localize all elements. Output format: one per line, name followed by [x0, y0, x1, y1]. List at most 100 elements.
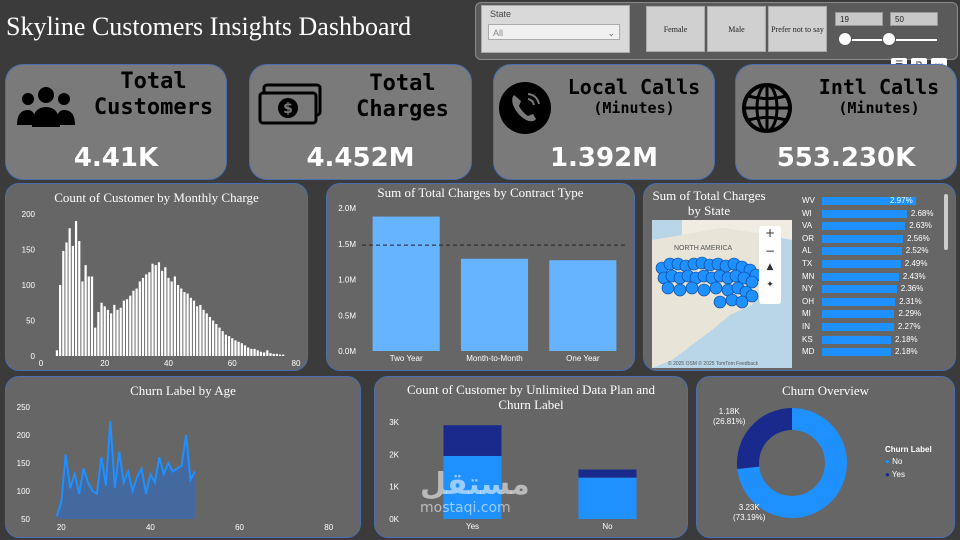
- chart-monthly-charge-card[interactable]: Count of Customer by Monthly Charge 0 50 1…: [5, 183, 308, 371]
- state-bar-row[interactable]: TX 2.49%: [802, 259, 942, 269]
- y-tick-label: 100: [17, 487, 31, 496]
- state-bar-row[interactable]: MI 2.29%: [802, 309, 942, 319]
- x-tick-label: Month-to-Month: [466, 354, 522, 363]
- histogram-bar: [129, 295, 132, 356]
- legend-dot-icon: ●: [885, 470, 890, 479]
- gender-prefer-not-button[interactable]: Prefer not to say: [768, 6, 827, 52]
- histogram-bar: [62, 250, 65, 356]
- histogram-bar: [176, 285, 180, 356]
- chart-unlimited-plan-card[interactable]: Count of Customer by Unlimited Data Plan…: [374, 376, 688, 538]
- churn-donut-chart: [737, 408, 847, 518]
- y-tick-label: 200: [17, 431, 31, 440]
- histogram-bar: [103, 306, 106, 356]
- watermark-arabic: مستقل: [420, 467, 530, 502]
- watermark: مستقل mostaqi.com: [420, 467, 530, 517]
- y-tick-label: 1.0M: [338, 276, 356, 285]
- kpi-value: 553.230K: [776, 143, 916, 173]
- y-tick-label: 0: [31, 352, 36, 361]
- chevron-down-icon: ⌄: [607, 28, 615, 38]
- histogram-bar: [110, 313, 113, 356]
- kpi-label-line2: (Minutes): [838, 99, 920, 117]
- x-tick-label: 20: [100, 359, 109, 368]
- kpi-local-calls: Local Calls (Minutes) 1.392M: [493, 64, 715, 180]
- state-bar-row[interactable]: AL 2.52%: [802, 246, 942, 256]
- age-slider-max-handle[interactable]: [882, 32, 896, 46]
- histogram-bar: [186, 293, 189, 356]
- kpi-total-charges: $ Total Charges 4.452M: [249, 64, 472, 180]
- state-bar-row[interactable]: OH 2.31%: [802, 297, 942, 307]
- gender-male-button[interactable]: Male: [707, 6, 766, 52]
- x-tick-label: 40: [146, 523, 155, 532]
- state-percent: 2.29%: [898, 309, 922, 319]
- y-tick-label: 150: [22, 246, 36, 255]
- state-code: IN: [802, 322, 810, 331]
- legend-item-no[interactable]: ● No: [885, 457, 902, 466]
- state-bar-row[interactable]: WV 2.97%: [802, 196, 942, 206]
- us-map[interactable]: NORTH AMERICA © 2025 OSM © 2025 TomTom F…: [652, 220, 792, 368]
- stacked-bar-segment-yes: [443, 425, 502, 456]
- histogram-bar: [192, 300, 196, 356]
- monthly-charge-histogram: 0 50 100 150 200 0 20 40 60 80: [22, 210, 301, 368]
- map-compass-icon[interactable]: ✦: [766, 280, 774, 290]
- histogram-bar: [151, 263, 154, 356]
- state-dropdown[interactable]: All ⌄: [488, 24, 620, 40]
- map-zoom-in-button[interactable]: +: [764, 226, 776, 240]
- donut-label-no: 3.23K (73.19%): [733, 503, 765, 522]
- map-region-label: NORTH AMERICA: [674, 245, 733, 252]
- map-zoom-out-button[interactable]: −: [764, 244, 776, 258]
- state-bar-row[interactable]: WI 2.68%: [802, 209, 942, 219]
- state-bar-row[interactable]: IN 2.27%: [802, 322, 942, 332]
- state-bar-row[interactable]: KS 2.18%: [802, 335, 942, 345]
- x-tick-label: 0: [39, 359, 44, 368]
- state-percent: 2.18%: [894, 334, 918, 344]
- state-code: OR: [802, 233, 814, 243]
- map-style-icon[interactable]: ▲: [766, 262, 774, 272]
- y-tick-label: 2.0M: [338, 204, 356, 213]
- age-min-input[interactable]: 19: [835, 12, 883, 26]
- x-tick-label: One Year: [566, 354, 600, 363]
- x-tick-label: 20: [57, 523, 66, 532]
- chart-state-card[interactable]: Sum of Total Charges by State NORTH AMER…: [643, 183, 956, 371]
- y-tick-label: 50: [21, 515, 30, 524]
- y-tick-label: 1K: [389, 483, 399, 492]
- legend-item-yes[interactable]: ● Yes: [885, 470, 905, 479]
- histogram-bar: [215, 324, 218, 356]
- y-tick-label: 250: [17, 403, 31, 412]
- donut-label-no-value: 3.23K: [738, 503, 760, 512]
- age-slider-min-handle[interactable]: [838, 32, 852, 46]
- y-tick-label: 200: [22, 210, 36, 219]
- state-bar-row[interactable]: MN 2.43%: [802, 272, 942, 282]
- state-bar-list: WV 2.97% WI 2.68% VA 2.63% OR 2.56% AL 2.52% TX 2.4…: [802, 196, 942, 366]
- histogram-bar: [78, 240, 81, 356]
- chart-title: Sum of Total Charges by Contract Type: [377, 185, 584, 200]
- money-icon: $: [258, 83, 322, 125]
- y-tick-label: 0.0M: [338, 347, 356, 356]
- legend-label: Yes: [891, 470, 905, 479]
- gender-female-button[interactable]: Female: [646, 6, 705, 52]
- contract-bar: [549, 260, 617, 351]
- state-percent: 2.56%: [907, 233, 930, 243]
- svg-text:$: $: [283, 101, 293, 117]
- age-max-input[interactable]: 50: [890, 12, 938, 26]
- chart-churn-age-card[interactable]: Churn Label by Age 50 100 150 200 250 20 40 60 8…: [5, 376, 361, 538]
- histogram-bar: [272, 353, 275, 356]
- globe-icon: [742, 83, 792, 133]
- histogram-bar: [269, 353, 272, 356]
- state-bar: [822, 335, 891, 344]
- scrollbar[interactable]: [944, 194, 948, 250]
- state-bar-row[interactable]: VA 2.63%: [802, 221, 942, 231]
- histogram-bar: [148, 272, 151, 356]
- churn-age-area: [56, 421, 195, 519]
- state-bar: [822, 323, 894, 331]
- x-tick-label: 60: [235, 523, 244, 532]
- state-bar-row[interactable]: OR 2.56%: [802, 234, 942, 244]
- state-bar-row[interactable]: NY 2.36%: [802, 284, 942, 294]
- chart-contract-type-card[interactable]: Sum of Total Charges by Contract Type 0.…: [326, 183, 635, 371]
- histogram-bar: [84, 265, 87, 356]
- state-bar-row[interactable]: MD 2.18%: [802, 347, 942, 357]
- state-slicer[interactable]: State All ⌄: [481, 5, 630, 53]
- unlimited-plan-stacked-chart: 0K 1K 2K 3K Yes No: [389, 418, 637, 531]
- state-code: MD: [802, 347, 815, 357]
- histogram-bar: [180, 288, 183, 356]
- chart-churn-overview-card[interactable]: Churn Overview 1.18K (26.81%) 3.23K (73.…: [696, 376, 955, 538]
